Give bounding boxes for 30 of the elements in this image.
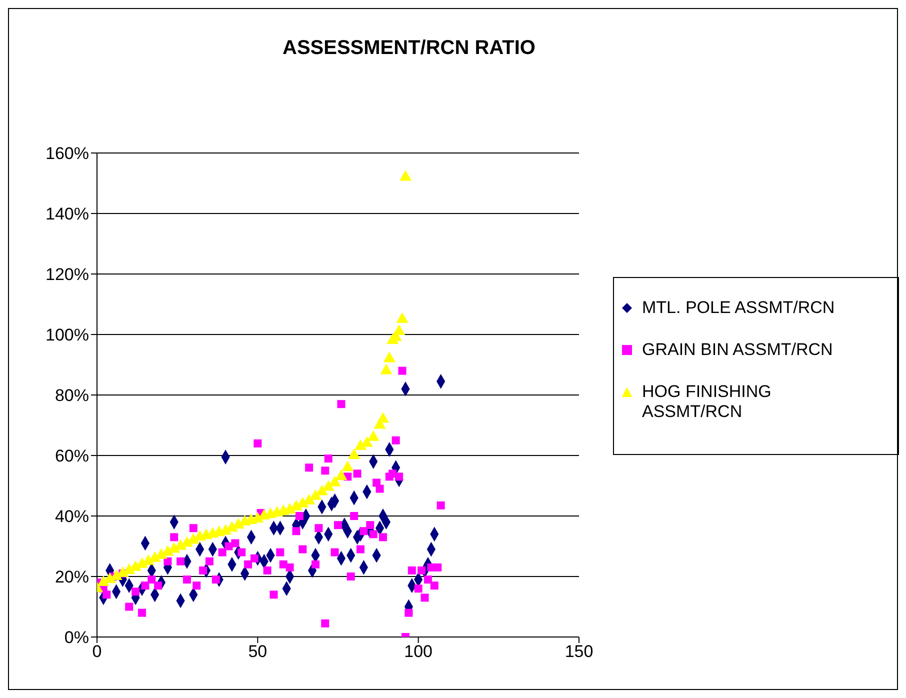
y-tick-label: 160% <box>46 144 89 164</box>
legend-label: HOG FINISHING ASSMT/RCN <box>642 382 772 422</box>
x-tick-label: 50 <box>248 642 268 662</box>
chart-title: ASSESSMENT/RCN RATIO <box>282 37 536 60</box>
y-tick-label: 100% <box>46 326 89 345</box>
y-tick-label: 120% <box>46 265 89 284</box>
y-tick-label: 80% <box>54 386 89 406</box>
point <box>348 448 360 460</box>
y-tick-label: 140% <box>46 204 89 224</box>
x-tick-label: 0 <box>92 642 102 662</box>
point <box>380 364 392 374</box>
point <box>383 352 396 362</box>
y-tick-label: 60% <box>54 446 89 466</box>
y-tick-label: 40% <box>54 507 89 526</box>
point <box>328 476 341 486</box>
legend-label: GRAIN BIN ASSMT/RCN <box>642 340 833 360</box>
point <box>367 430 380 441</box>
point <box>335 470 348 480</box>
point <box>392 324 406 335</box>
point <box>376 412 390 423</box>
x-tick-label: 150 <box>564 642 594 662</box>
legend-label: MTL. POLE ASSMT/RCN <box>642 298 835 318</box>
point <box>316 484 328 496</box>
point <box>396 312 408 323</box>
x-tick-label: 100 <box>404 642 433 662</box>
point <box>322 480 334 491</box>
y-tick-label: 0% <box>64 628 89 648</box>
y-tick-label: 20% <box>54 568 89 587</box>
point <box>342 460 354 472</box>
point <box>399 170 412 181</box>
